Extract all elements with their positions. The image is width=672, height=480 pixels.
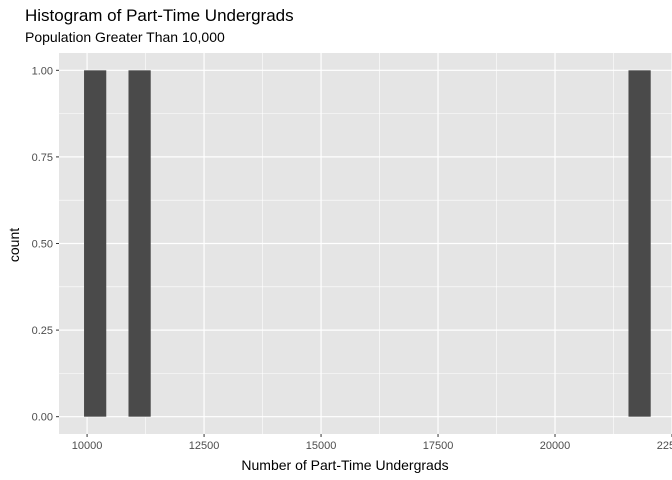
y-tick-label: 0.00 <box>32 412 53 424</box>
y-axis: 0.00 0.25 0.50 0.75 1.00 <box>32 65 59 424</box>
x-tick-label: 22500 <box>657 440 672 452</box>
x-tick-label: 10000 <box>72 440 103 452</box>
y-tick-label: 1.00 <box>32 65 53 77</box>
x-axis: 10000 12500 15000 17500 20000 22500 <box>72 434 672 452</box>
histogram-bars <box>84 70 651 417</box>
y-tick-label: 0.75 <box>32 152 53 164</box>
y-tick-label: 0.50 <box>32 239 53 251</box>
chart-title: Histogram of Part-Time Undergrads <box>25 6 294 25</box>
x-tick-label: 15000 <box>306 440 337 452</box>
x-axis-title: Number of Part-Time Undergrads <box>241 457 448 473</box>
x-tick-label: 17500 <box>423 440 454 452</box>
histogram-bar <box>128 70 151 417</box>
x-tick-label: 12500 <box>189 440 220 452</box>
y-tick-label: 0.25 <box>32 325 53 337</box>
y-axis-title: count <box>6 228 22 262</box>
chart-subtitle: Population Greater Than 10,000 <box>25 29 225 45</box>
histogram-bar <box>84 70 107 417</box>
histogram-bar <box>628 70 651 417</box>
x-tick-label: 20000 <box>540 440 571 452</box>
